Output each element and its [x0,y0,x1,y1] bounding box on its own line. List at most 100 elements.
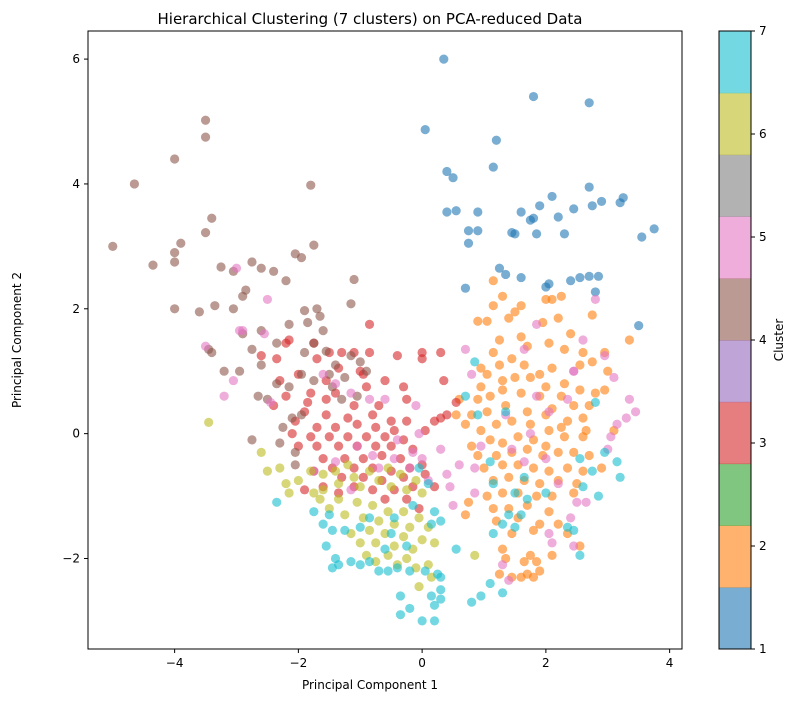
cluster-2-point [578,347,588,358]
colorbar-label: Cluster [772,319,786,362]
cluster-7-point [420,566,430,576]
cluster-5-point [547,538,557,548]
cluster-3-point [358,454,368,464]
cluster-5-point [445,482,455,492]
y-axis: −2 0 2 4 6 [62,52,88,565]
cluster-2-point [507,416,517,426]
cluster-2-point [569,447,579,457]
cluster-6-point [398,507,409,517]
cluster-2-point [485,435,495,445]
cluster-5-point [519,344,529,354]
cluster-4-point [256,360,266,370]
cluster-2-point [497,375,508,386]
cluster-2-point [516,388,526,398]
cluster-2-point [482,407,492,417]
cluster-5-point [228,375,239,386]
cluster-3-point [312,422,322,432]
cluster-6-point [414,513,424,523]
cluster-6-point [333,494,344,504]
cluster-2-point [522,444,532,454]
cluster-6-point [355,482,365,492]
cluster-7-point [408,500,418,511]
cluster-2-point [473,394,483,404]
cluster-2-point [476,363,486,373]
cluster-4-point [346,351,356,361]
cluster-5-point [544,407,554,417]
cluster-4-point [361,366,372,376]
cluster-5-point [414,429,424,439]
cluster-7-point [615,472,625,482]
cluster-4-point [299,347,310,358]
cluster-5-point [531,319,542,329]
cluster-7-point [417,616,427,626]
cluster-2-point [556,291,566,301]
cluster-7-point [590,397,600,408]
cluster-5-point [581,497,591,507]
cluster-3-point [306,388,316,398]
cluster-7-point [497,588,508,598]
points-layer [108,54,659,626]
cluster-7-point [426,519,437,529]
cluster-6-point [318,469,328,479]
cluster-7-point [405,603,415,614]
cluster-3-point [364,347,375,358]
cluster-7-point [364,557,375,567]
cluster-7-point [436,585,446,595]
cluster-7-point [460,391,471,401]
cluster-6-point [371,538,381,548]
cluster-4-point [228,304,239,314]
colorbar-tick-label: 3 [759,436,767,450]
cluster-1-point [463,226,474,236]
y-tick-label: −2 [62,551,80,565]
cluster-3-point [312,354,322,364]
cluster-6-point [405,522,415,532]
cluster-4-point [241,285,251,295]
cluster-2-point [504,472,514,482]
cluster-3-point [281,391,291,401]
cluster-2-point [575,385,585,395]
cluster-4-point [309,240,319,250]
cluster-6-point [343,460,353,470]
cluster-2-point [535,478,545,489]
colorbar-segment [719,154,751,217]
cluster-5-point [448,500,458,511]
cluster-3-point [303,397,313,408]
cluster-2-point [587,357,597,367]
cluster-1-point [553,212,563,222]
cluster-3-point [402,494,412,504]
cluster-2-point [600,385,610,395]
cluster-7-point [392,563,402,573]
cluster-7-point [272,497,282,507]
cluster-2-point [569,400,579,411]
cluster-3-point [272,354,282,364]
cluster-5-point [541,454,551,464]
cluster-7-point [600,447,610,457]
cluster-4-point [284,319,294,329]
cluster-5-point [374,463,384,473]
cluster-7-point [488,528,498,539]
cluster-4-point [210,301,220,311]
cluster-6-point [429,538,440,548]
cluster-7-point [485,457,495,467]
cluster-4-point [281,276,291,286]
cluster-7-point [423,478,433,489]
cluster-5-point [531,391,542,401]
cluster-3-point [386,441,396,451]
cluster-4-point [148,260,158,270]
cluster-3-point [402,394,412,404]
cluster-3-point [377,450,387,461]
cluster-1-point [525,215,536,225]
cluster-1-point [649,224,659,234]
cluster-2-point [541,382,551,392]
cluster-4-point [330,360,341,370]
cluster-6-point [315,494,325,504]
cluster-3-point [371,441,381,451]
colorbar [718,30,752,650]
cluster-7-point [426,591,437,601]
cluster-7-point [612,457,622,467]
cluster-7-point [355,522,365,532]
cluster-4-point [290,447,300,457]
cluster-7-point [340,525,350,535]
cluster-2-point [559,379,570,389]
